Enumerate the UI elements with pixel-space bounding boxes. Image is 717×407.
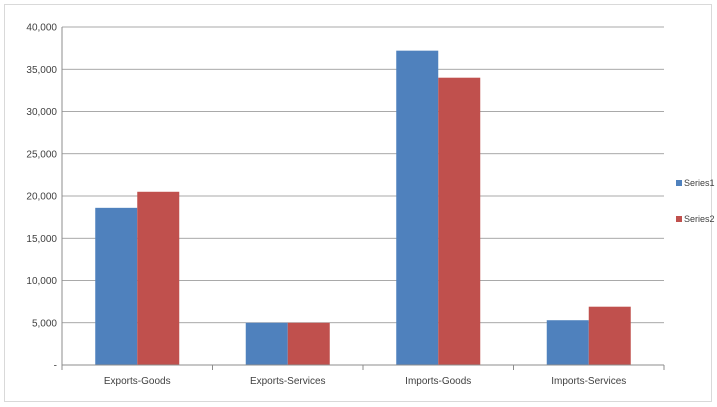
y-tick-label: 40,000 [26,23,57,34]
legend: Series1 Series2 [676,178,715,224]
bar-series2-imports-goods [438,77,481,365]
y-tick-label: 10,000 [26,276,57,287]
x-axis-category-labels: Exports-Goods Exports-Services Imports-Goo… [104,376,626,387]
bar-series2-exports-services [287,322,330,365]
y-axis-tick-labels: - 5,000 10,000 15,000 20,000 25,000 30,000 35,0… [26,23,57,372]
y-tick-label: 25,000 [26,149,57,160]
x-category-label: Imports-Goods [405,376,471,387]
bar-series2-exports-goods [137,191,180,365]
x-category-label: Exports-Services [250,376,326,387]
y-tick-label: 30,000 [26,107,57,118]
y-tick-label: - [54,361,57,372]
legend-label: Series1 [684,178,715,188]
y-tick-label: 5,000 [32,318,57,329]
bar-series1-exports-services [245,322,288,365]
bars [95,50,631,365]
bar-series1-imports-services [546,320,589,365]
legend-swatch [676,180,682,186]
bar-series1-exports-goods [95,207,138,365]
axes [61,27,665,370]
bar-series2-imports-services [588,306,631,365]
legend-label: Series2 [684,214,715,224]
y-tick-label: 15,000 [26,234,57,245]
y-tick-label: 35,000 [26,65,57,76]
x-category-label: Exports-Goods [104,376,171,387]
y-tick-label: 20,000 [26,192,57,203]
x-category-label: Imports-Services [551,376,626,387]
legend-swatch [676,216,682,222]
bar-series1-imports-goods [396,50,439,365]
